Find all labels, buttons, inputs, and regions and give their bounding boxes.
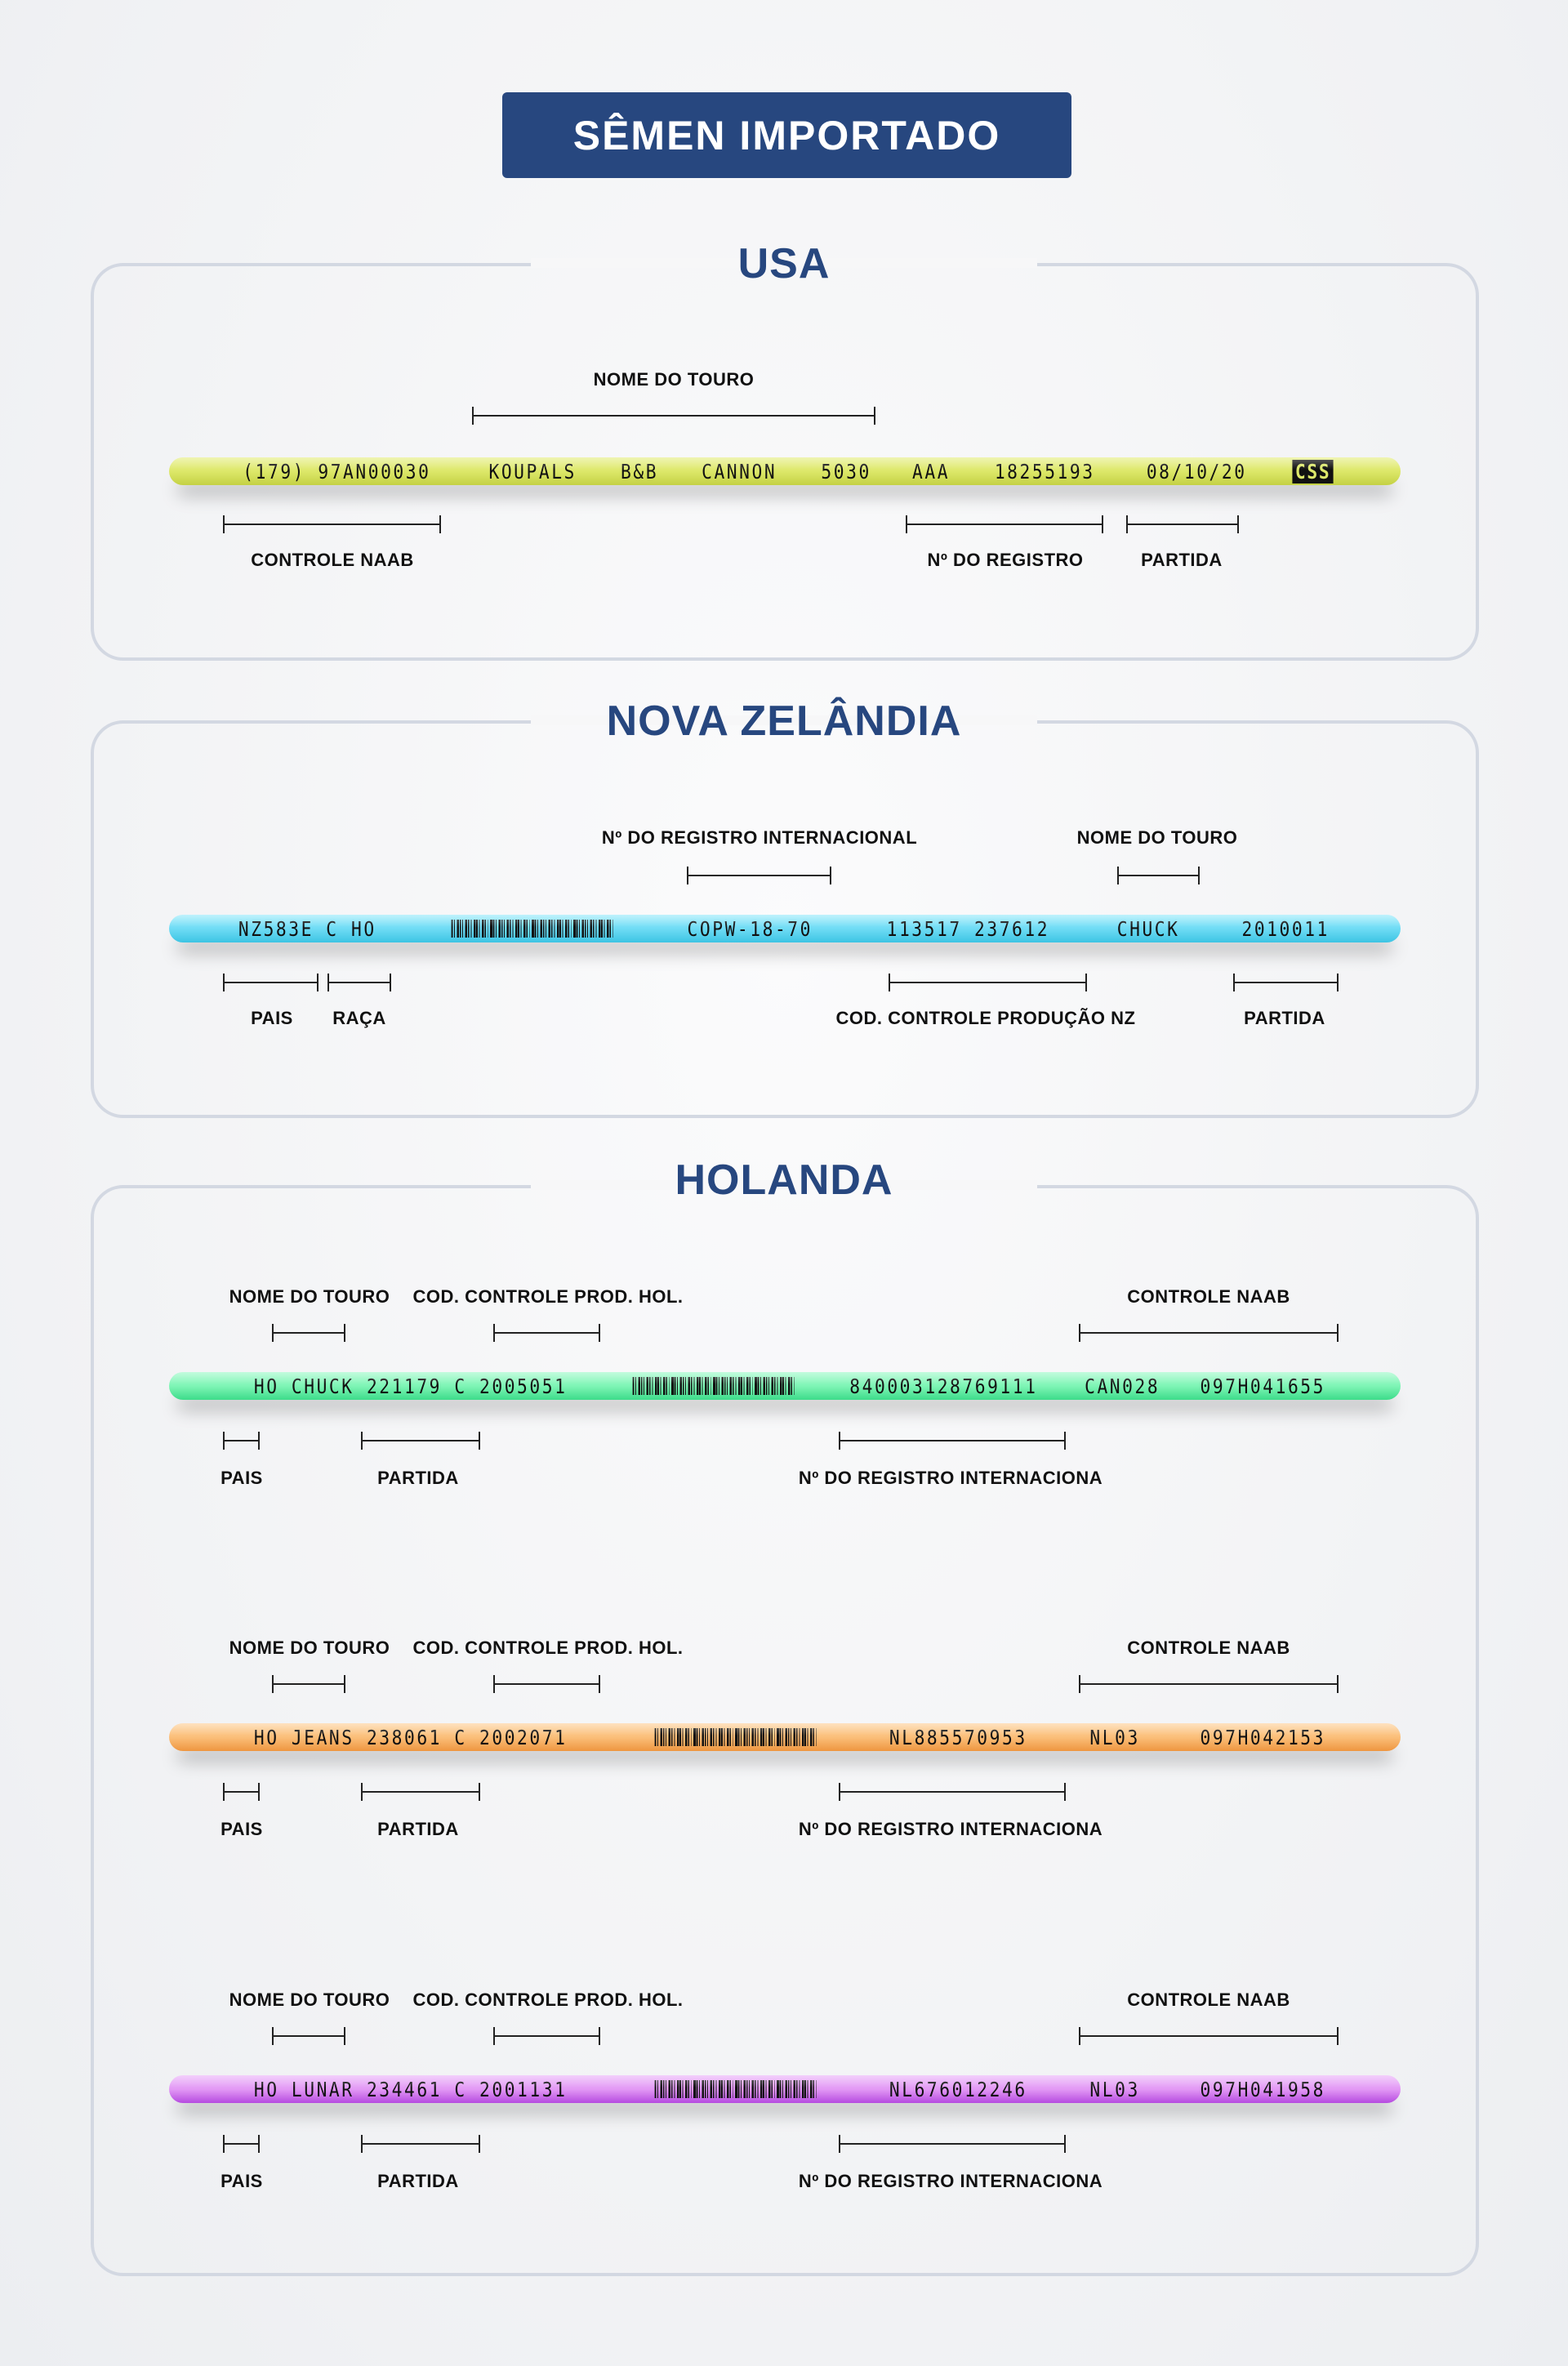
nz-straw: NZ583E C HO COPW-18-70 113517 237612 CHU… (169, 915, 1401, 942)
holland-straw: HO LUNAR 234461 C 2001131 NL676012246 NL… (169, 2075, 1401, 2103)
barcode (451, 920, 614, 938)
label-batch: PARTIDA (1141, 550, 1223, 570)
straw-bull-name: CHUCK (1117, 916, 1180, 941)
straw-batch: 2010011 (1241, 916, 1330, 941)
bracket-bull-name (272, 1675, 345, 1693)
label-bull-name: NOME DO TOURO (229, 1989, 390, 2010)
straw-naab: 097H042153 (1200, 1725, 1326, 1749)
label-bull-name: NOME DO TOURO (593, 369, 755, 390)
label-country: PAIS (220, 1819, 263, 1839)
label-bull-name: NOME DO TOURO (229, 1637, 390, 1658)
bracket-country (223, 2135, 260, 2153)
usa-straw: (179) 97AN00030 KOUPALS B&B CANNON 5030 … (169, 457, 1401, 485)
straw-left-code: HO LUNAR 234461 C 2001131 (253, 2077, 568, 2101)
straw-text: 5030 (821, 459, 871, 483)
panel-gap (531, 1180, 1037, 1190)
straw-naab: 097H041958 (1200, 2077, 1326, 2101)
bracket-registry (906, 515, 1103, 533)
bracket-batch (1126, 515, 1239, 533)
straw-naab: (179) 97AN00030 (243, 459, 431, 483)
bracket-naab (1079, 1324, 1339, 1342)
label-breed: RAÇA (332, 1008, 386, 1028)
bracket-intl-registry (687, 867, 831, 884)
straw-naab: 097H041655 (1200, 1374, 1326, 1398)
straw-intl-registry: NL885570953 (889, 1725, 1028, 1749)
label-naab: CONTROLE NAAB (1127, 1989, 1290, 2010)
bracket-prod-code (493, 1324, 600, 1342)
straw-intl-registry: 840003128769111 (849, 1374, 1038, 1398)
straw-naab-code: NL03 (1089, 2077, 1140, 2101)
straw-left-code: HO JEANS 238061 C 2002071 (253, 1725, 568, 1749)
bracket-batch (361, 1783, 480, 1801)
holland-straw: HO JEANS 238061 C 2002071 NL885570953 NL… (169, 1723, 1401, 1751)
holland-straw: HO CHUCK 221179 C 2005051 84000312876911… (169, 1372, 1401, 1400)
label-naab: CONTROLE NAAB (1127, 1286, 1290, 1307)
bracket-bull-name (272, 1324, 345, 1342)
bracket-intl-registry (839, 2135, 1066, 2153)
label-intl-registry: Nº DO REGISTRO INTERNACIONA (798, 1468, 1103, 1488)
bracket-prod-code (493, 1675, 600, 1693)
straw-intl-registry: COPW-18-70 (687, 916, 813, 941)
bracket-bull-name (272, 2027, 345, 2045)
css-badge: CSS (1292, 459, 1334, 483)
label-prod-code: COD. CONTROLE PRODUÇÃO NZ (835, 1008, 1136, 1028)
straw-text: KOUPALS (488, 459, 577, 483)
label-intl-registry: Nº DO REGISTRO INTERNACIONA (798, 2171, 1103, 2191)
straw-text: B&B (620, 459, 658, 483)
bracket-naab (1079, 1675, 1339, 1693)
page-title: SÊMEN IMPORTADO (502, 92, 1071, 178)
bracket-batch (1233, 974, 1339, 991)
label-prod-code: COD. CONTROLE PROD. HOL. (412, 1637, 684, 1658)
holland-title: HOLANDA (675, 1156, 893, 1204)
straw-registry: 18255193 (995, 459, 1096, 483)
label-batch: PARTIDA (1244, 1008, 1325, 1028)
label-bull-name: NOME DO TOURO (1076, 827, 1238, 848)
bracket-country (223, 1432, 260, 1450)
bracket-intl-registry (839, 1432, 1066, 1450)
straw-batch: 08/10/20 (1146, 459, 1247, 483)
label-batch: PARTIDA (377, 1468, 459, 1488)
straw-naab-code: CAN028 (1084, 1374, 1160, 1398)
straw-left-code: HO CHUCK 221179 C 2005051 (253, 1374, 568, 1398)
bracket-prod-code (889, 974, 1087, 991)
straw-intl-registry: NL676012246 (889, 2077, 1028, 2101)
label-naab: CONTROLE NAAB (1127, 1637, 1290, 1658)
label-registry: Nº DO REGISTRO (927, 550, 1084, 570)
straw-text: AAA (911, 459, 950, 483)
bracket-country (223, 974, 318, 991)
panel-gap (531, 258, 1037, 268)
label-intl-registry: Nº DO REGISTRO INTERNACIONAL (601, 827, 918, 848)
label-intl-registry: Nº DO REGISTRO INTERNACIONA (798, 1819, 1103, 1839)
bracket-naab (223, 515, 441, 533)
label-batch: PARTIDA (377, 2171, 459, 2191)
barcode (654, 2080, 818, 2098)
bracket-country (223, 1783, 260, 1801)
label-country: PAIS (220, 2171, 263, 2191)
bracket-batch (361, 2135, 480, 2153)
barcode (632, 1377, 796, 1395)
bracket-bull-name (472, 407, 875, 425)
label-prod-code: COD. CONTROLE PROD. HOL. (412, 1989, 684, 2010)
barcode (654, 1728, 818, 1746)
bracket-breed (327, 974, 391, 991)
panel-gap (531, 715, 1037, 725)
bracket-prod-code (493, 2027, 600, 2045)
straw-country-breed: NZ583E C HO (238, 916, 376, 941)
label-naab: CONTROLE NAAB (251, 550, 414, 570)
straw-prod-code: 113517 237612 (886, 916, 1049, 941)
label-prod-code: COD. CONTROLE PROD. HOL. (412, 1286, 684, 1307)
bracket-batch (361, 1432, 480, 1450)
bracket-naab (1079, 2027, 1339, 2045)
usa-title: USA (737, 240, 831, 287)
bracket-intl-registry (839, 1783, 1066, 1801)
label-bull-name: NOME DO TOURO (229, 1286, 390, 1307)
nz-title: NOVA ZELÂNDIA (606, 697, 962, 745)
bracket-bull-name (1117, 867, 1200, 884)
label-country: PAIS (251, 1008, 293, 1028)
straw-text: CANNON (701, 459, 777, 483)
straw-naab-code: NL03 (1089, 1725, 1140, 1749)
label-batch: PARTIDA (377, 1819, 459, 1839)
label-country: PAIS (220, 1468, 263, 1488)
